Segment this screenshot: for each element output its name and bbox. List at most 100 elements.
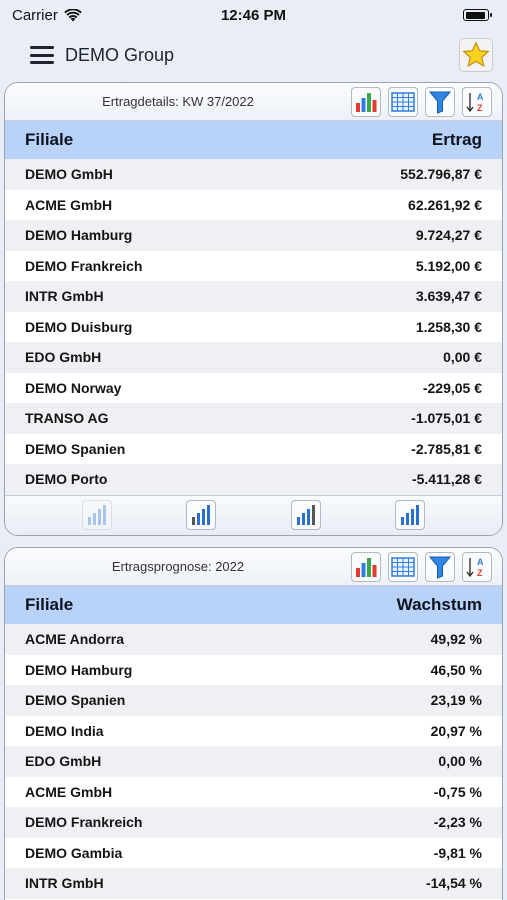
table-row[interactable]: ACME GmbH -0,75 % — [5, 776, 502, 807]
branch-name: DEMO Hamburg — [25, 661, 133, 678]
svg-text:Z: Z — [477, 568, 483, 578]
filter-button[interactable] — [425, 86, 455, 117]
panel-toolbar: A Z — [351, 86, 492, 117]
table-row[interactable]: DEMO Hamburg 46,50 % — [5, 654, 502, 685]
branch-name: DEMO Norway — [25, 379, 122, 396]
earnings-details-panel: Ertragdetails: KW 37/2022 — [4, 82, 503, 536]
table-row[interactable]: DEMO GmbH 552.796,87 € — [5, 159, 502, 190]
sort-button[interactable]: A Z — [462, 86, 492, 117]
growth-value: 23,19 % — [430, 692, 482, 709]
earnings-table-body: DEMO GmbH 552.796,87 € ACME GmbH 62.261,92… — [5, 159, 502, 495]
menu-icon[interactable] — [30, 46, 54, 64]
star-icon — [462, 41, 490, 68]
table-row[interactable]: ACME Andorra 49,92 % — [5, 624, 502, 655]
table-header: Filiale Ertrag — [5, 121, 502, 159]
status-bar: Carrier 12:46 PM — [0, 0, 507, 30]
branch-name: EDO GmbH — [25, 349, 102, 366]
earnings-value: -229,05 € — [422, 379, 482, 396]
column-header-growth[interactable]: Wachstum — [396, 595, 482, 614]
table-row[interactable]: DEMO India 20,97 % — [5, 715, 502, 746]
table-row[interactable]: DEMO Spanien 23,19 % — [5, 685, 502, 716]
table-row[interactable]: DEMO Frankreich -2,23 % — [5, 807, 502, 838]
earnings-forecast-panel: Ertragsprognose: 2022 — [4, 547, 503, 900]
panel-header: Ertragsprognose: 2022 — [5, 548, 502, 586]
growth-value: -9,81 % — [433, 844, 482, 861]
panel-title: Ertragdetails: KW 37/2022 — [102, 94, 254, 109]
page-title: DEMO Group — [65, 44, 175, 65]
table-grid-icon — [391, 556, 415, 577]
wifi-icon — [64, 8, 82, 21]
growth-value: 46,50 % — [430, 661, 482, 678]
table-row[interactable]: DEMO Duisburg 1.258,30 € — [5, 311, 502, 342]
earnings-value: -5.411,28 € — [411, 471, 482, 488]
bar-chart-icon — [356, 92, 377, 112]
favorite-button[interactable] — [459, 38, 493, 72]
table-row[interactable]: INTR GmbH 3.639,47 € — [5, 281, 502, 312]
filter-funnel-icon — [429, 91, 451, 114]
table-row[interactable]: DEMO Frankreich 5.192,00 € — [5, 250, 502, 281]
earnings-value: 0,00 € — [443, 349, 482, 366]
growth-value: -0,75 % — [433, 783, 482, 800]
panel-title: Ertragsprognose: 2022 — [111, 559, 245, 574]
svg-text:A: A — [477, 557, 484, 567]
branch-name: INTR GmbH — [25, 288, 104, 305]
branch-name: DEMO Gambia — [25, 844, 123, 861]
table-row[interactable]: ACME GmbH 62.261,92 € — [5, 189, 502, 220]
growth-value: 49,92 % — [430, 631, 482, 648]
chart-view-button[interactable] — [351, 551, 381, 582]
svg-text:A: A — [477, 92, 484, 102]
branch-name: DEMO Spanien — [25, 440, 126, 457]
branch-name: TRANSO AG — [25, 410, 109, 427]
pager-level-4-button[interactable] — [394, 500, 425, 530]
sort-button[interactable]: A Z — [462, 551, 492, 582]
earnings-value: 5.192,00 € — [415, 257, 482, 274]
pager-level-1-button[interactable] — [82, 500, 113, 530]
branch-name: ACME GmbH — [25, 196, 113, 213]
table-row[interactable]: DEMO Norway -229,05 € — [5, 372, 502, 403]
table-row[interactable]: INTR GmbH -14,54 % — [5, 868, 502, 899]
table-row[interactable]: TRANSO AG -1.075,01 € — [5, 403, 502, 434]
sort-az-icon: A Z — [466, 557, 484, 578]
column-header-branch[interactable]: Filiale — [25, 595, 74, 614]
navigation-bar: DEMO Group — [0, 30, 507, 80]
earnings-value: 62.261,92 € — [408, 196, 482, 213]
table-row[interactable]: DEMO Hamburg 9.724,27 € — [5, 220, 502, 251]
earnings-value: -2.785,81 € — [411, 440, 482, 457]
table-view-button[interactable] — [388, 551, 418, 582]
earnings-value: -1.075,01 € — [411, 410, 482, 427]
branch-name: DEMO GmbH — [25, 166, 113, 183]
panel-toolbar: A Z — [351, 551, 492, 582]
growth-value: 20,97 % — [430, 722, 482, 739]
table-header: Filiale Wachstum — [5, 586, 502, 624]
branch-name: DEMO Frankreich — [25, 257, 143, 274]
forecast-table-body: ACME Andorra 49,92 % DEMO Hamburg 46,50 % … — [5, 624, 502, 899]
filter-button[interactable] — [425, 551, 455, 582]
branch-name: ACME Andorra — [25, 631, 125, 648]
earnings-value: 9.724,27 € — [415, 227, 482, 244]
chart-view-button[interactable] — [351, 86, 381, 117]
pager-level-2-button[interactable] — [186, 500, 217, 530]
table-row[interactable]: DEMO Gambia -9,81 % — [5, 837, 502, 868]
pager-level-3-button[interactable] — [290, 500, 321, 530]
battery-icon — [463, 9, 492, 21]
panel-pager — [5, 494, 502, 535]
table-row[interactable]: EDO GmbH 0,00 € — [5, 342, 502, 373]
earnings-value: 1.258,30 € — [415, 318, 482, 335]
svg-text:Z: Z — [477, 103, 483, 113]
branch-name: ACME GmbH — [25, 783, 113, 800]
table-row[interactable]: EDO GmbH 0,00 % — [5, 746, 502, 777]
status-left: Carrier — [12, 7, 82, 24]
branch-name: EDO GmbH — [25, 753, 102, 770]
branch-name: DEMO Hamburg — [25, 227, 133, 244]
table-row[interactable]: DEMO Porto -5.411,28 € — [5, 464, 502, 495]
column-header-branch[interactable]: Filiale — [25, 130, 74, 149]
branch-name: DEMO Spanien — [25, 692, 126, 709]
growth-value: 0,00 % — [438, 753, 482, 770]
panel-header: Ertragdetails: KW 37/2022 — [5, 83, 502, 121]
column-header-earnings[interactable]: Ertrag — [431, 130, 482, 149]
bar-chart-icon — [356, 557, 377, 577]
table-view-button[interactable] — [388, 86, 418, 117]
table-row[interactable]: DEMO Spanien -2.785,81 € — [5, 433, 502, 464]
branch-name: DEMO Frankreich — [25, 814, 143, 831]
earnings-value: 552.796,87 € — [400, 166, 482, 183]
